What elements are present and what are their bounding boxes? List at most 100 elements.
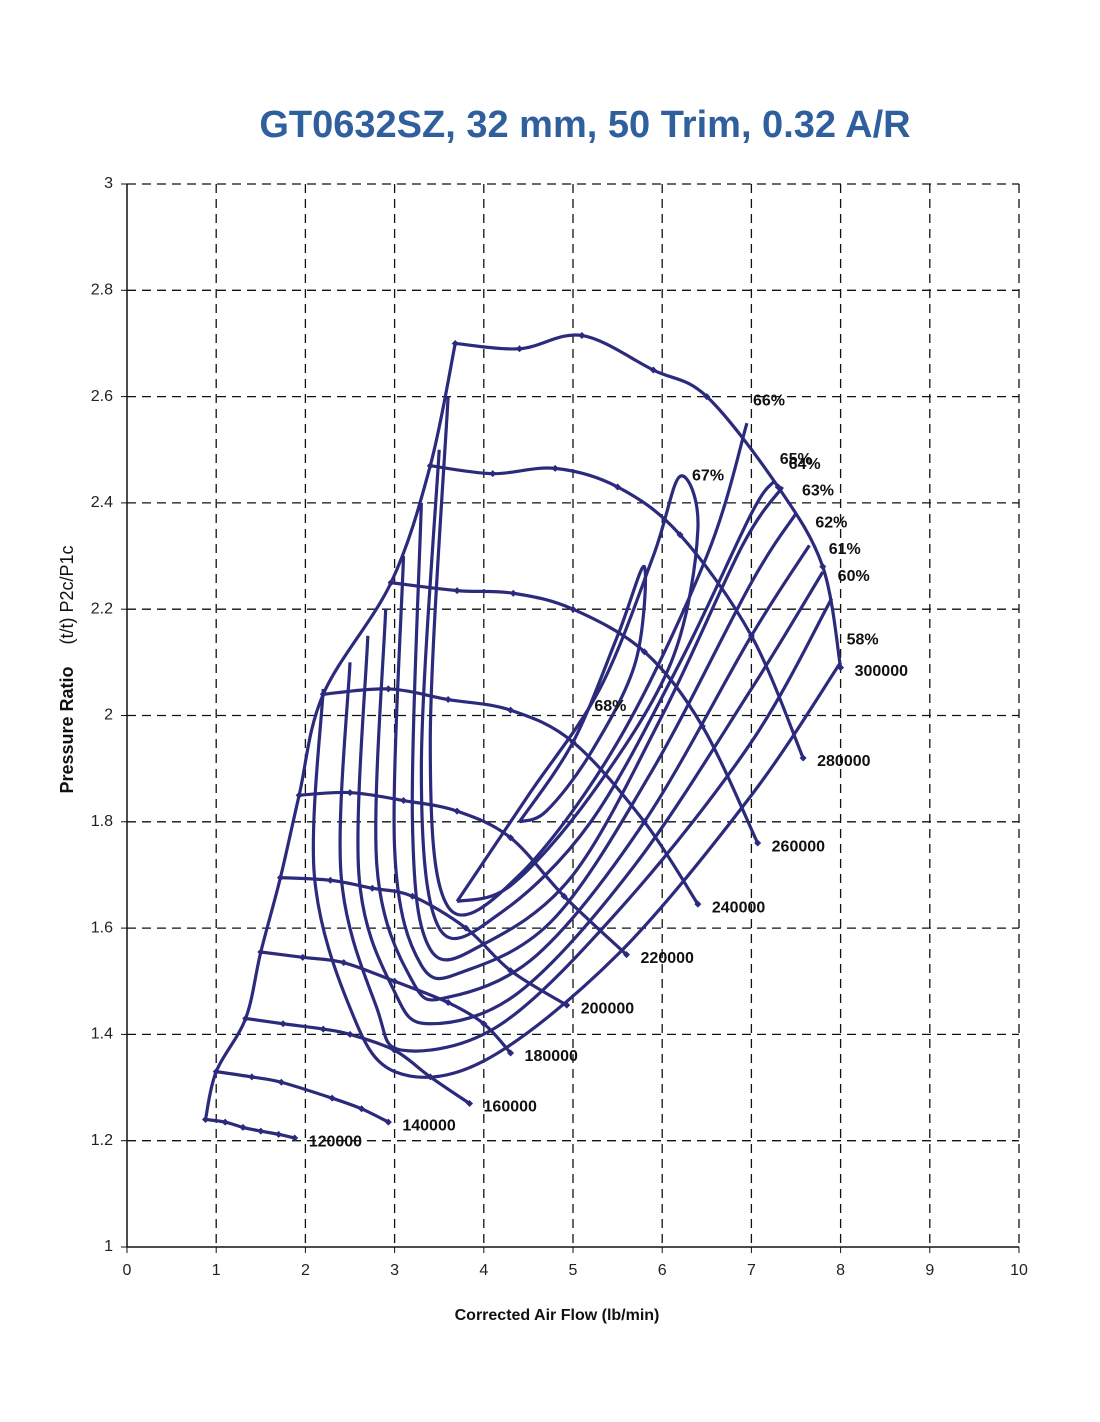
x-tick-label: 1 [212,1262,221,1279]
speed-point [212,1068,220,1076]
speed-label: 180000 [525,1048,578,1065]
efficiency-contour [428,396,749,917]
speed-point [551,464,559,472]
x-tick-label: 2 [301,1262,310,1279]
surge-line [203,343,457,1120]
speed-point [276,874,284,882]
efficiency-contour [311,661,842,1079]
speed-point [560,892,568,900]
speed-point [774,483,782,491]
speed-point [279,1020,287,1028]
speed-point [837,664,845,672]
speed-point [703,393,711,401]
speed-label: 240000 [712,899,765,916]
efficiency-contour [419,449,776,941]
speed-point [346,789,354,797]
x-tick-label: 5 [569,1262,578,1279]
efficiency-label: 63% [802,483,834,500]
speed-point [640,818,648,826]
speed-line [390,581,760,844]
speed-line [430,464,805,759]
y-tick-label: 2 [104,707,113,724]
y-axis-units: (t/t) P2c/P1c [57,545,77,644]
speed-point [569,605,577,613]
speed-point [391,1046,399,1054]
x-tick-label: 8 [836,1262,845,1279]
y-tick-label: 1.6 [91,919,113,936]
speed-point [426,1073,434,1081]
speed-point [489,470,497,478]
speed-point [257,948,265,956]
speed-point [515,345,523,353]
speed-point [400,797,408,805]
speed-point [444,696,452,704]
x-tick-label: 10 [1010,1262,1028,1279]
speed-point [507,706,515,714]
efficiency-contour [410,486,784,962]
efficiency-contour [338,597,834,1053]
y-tick-label: 1 [104,1238,113,1255]
speed-point [239,1123,247,1131]
speed-point [507,834,515,842]
x-tick-label: 0 [123,1262,132,1279]
speed-point [453,587,461,595]
y-tick-label: 1.8 [91,813,113,830]
speed-label: 140000 [402,1117,455,1134]
speed-point [221,1118,229,1126]
y-axis-label-group: Pressure Ratio (t/t) P2c/P1c [57,545,77,793]
speed-point [569,738,577,746]
x-tick-label: 6 [658,1262,667,1279]
y-tick-label: 1.4 [91,1026,113,1043]
speed-point [649,366,657,374]
speed-point [480,1020,488,1028]
speed-point [384,1118,392,1126]
speed-point [326,876,334,884]
speed-point [242,1014,250,1022]
efficiency-label: 60% [838,568,870,585]
speed-point [291,1134,299,1142]
speed-point [387,579,395,587]
speed-point [563,1001,571,1009]
speed-point [201,1115,209,1123]
efficiency-label: 68% [594,698,626,715]
speed-point [614,483,622,491]
speed-point [277,1078,285,1086]
speed-line [455,333,843,668]
efficiency-label: 65% [780,451,812,468]
x-tick-label: 9 [925,1262,934,1279]
speed-point [507,967,515,975]
speed-point [319,690,327,698]
speed-label: 160000 [484,1099,537,1116]
x-tick-label: 3 [390,1262,399,1279]
speed-point [384,685,392,693]
speed-point [248,1073,256,1081]
x-tick-label: 4 [479,1262,488,1279]
speed-label: 200000 [581,1000,634,1017]
y-tick-label: 2.2 [91,600,113,617]
speed-point [340,959,348,967]
speed-point [507,1049,515,1057]
y-tick-label: 1.2 [91,1132,113,1149]
speed-point [676,531,684,539]
speed-point [698,722,706,730]
speed-point [257,1127,265,1135]
efficiency-label: 66% [753,392,785,409]
speed-point [453,807,461,815]
efficiency-contour [356,571,825,1026]
speed-point [408,892,416,900]
speed-point [462,924,470,932]
speed-point [578,331,586,339]
speed-point [819,563,827,571]
y-tick-label: 2.6 [91,388,113,405]
y-axis-label: Pressure Ratio [57,666,77,793]
speed-point [358,1105,366,1113]
speed-point [444,999,452,1007]
speed-point [319,1025,327,1033]
speed-line [215,1070,390,1124]
speed-label: 260000 [772,838,825,855]
speed-point [466,1099,474,1107]
efficiency-contour [518,565,648,824]
efficiency-label: 64% [789,456,821,473]
speed-point [694,900,702,908]
